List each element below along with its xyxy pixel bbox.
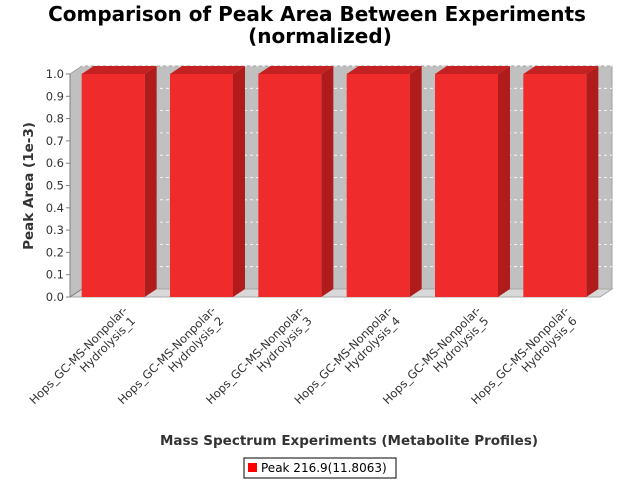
legend-swatch	[248, 463, 257, 472]
y-tick-label: 0.9	[46, 89, 64, 103]
chart-title-line-2: (normalized)	[248, 24, 392, 48]
x-axis-label: Mass Spectrum Experiments (Metabolite Pr…	[160, 433, 538, 449]
bar	[346, 66, 422, 297]
chart-title-line-1: Comparison of Peak Area Between Experime…	[48, 2, 586, 26]
bar-side	[144, 66, 157, 297]
bar	[170, 66, 245, 297]
bar-top	[523, 66, 599, 74]
x-tick-labels: Hops_GC-MS-Nonpolar-Hydrolysis_1Hops_GC-…	[26, 303, 579, 407]
bar-front	[81, 74, 145, 297]
bar-top	[258, 66, 334, 74]
bar-front	[523, 74, 587, 297]
bar-top	[81, 66, 157, 74]
bar-side	[233, 66, 245, 297]
bar	[435, 66, 510, 297]
bars	[81, 66, 599, 297]
y-tick-label: 0.4	[46, 201, 64, 215]
y-tick-label: 0.5	[46, 179, 64, 193]
bar-top	[170, 66, 245, 74]
bar-front	[170, 74, 233, 297]
bar-side	[321, 66, 334, 297]
y-tick-label: 0.1	[46, 268, 64, 282]
bar-front	[258, 74, 322, 297]
y-tick-labels: 0.0 0.1 0.2 0.3 0.4 0.5 0.6 0.7 0.8 0.9 1.0	[46, 67, 70, 304]
bar-side	[409, 66, 422, 297]
bar-front	[346, 74, 410, 297]
y-tick-label: 0.0	[46, 290, 64, 304]
bar-side	[586, 66, 599, 297]
bar-top	[346, 66, 422, 74]
y-tick-label: 0.3	[46, 223, 64, 237]
bar	[523, 66, 599, 297]
y-tick-label: 1.0	[46, 67, 64, 81]
bar	[81, 66, 157, 297]
axis-corner-line	[69, 288, 83, 298]
legend-entry: Peak 216.9(11.8063)	[261, 461, 387, 475]
bar-front	[435, 74, 498, 297]
bar	[258, 66, 334, 297]
y-tick-label: 0.8	[46, 112, 64, 126]
y-tick-label: 0.7	[46, 134, 64, 148]
y-axis-label: Peak Area (1e-3)	[21, 122, 37, 250]
bar-side	[498, 66, 510, 297]
legend-box	[243, 457, 397, 479]
y-tick-label: 0.6	[46, 156, 64, 170]
legend: Peak 216.9(11.8063)	[243, 457, 397, 479]
bar-top	[435, 66, 510, 74]
y-tick-label: 0.2	[46, 245, 64, 259]
